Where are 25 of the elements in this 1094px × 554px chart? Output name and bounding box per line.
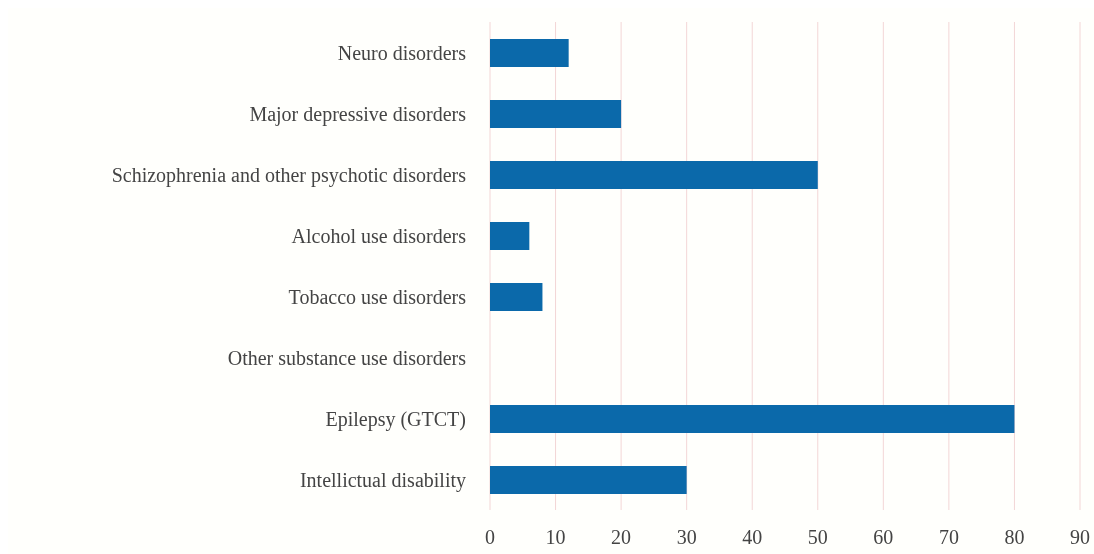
y-tick-label: Schizophrenia and other psychotic disorders: [111, 163, 467, 187]
y-tick-label: Major depressive disorders: [249, 102, 467, 126]
x-tick-label: 50: [807, 526, 828, 549]
x-tick-label: 40: [742, 526, 763, 549]
bar: [490, 283, 543, 311]
x-tick-label: 60: [873, 526, 894, 549]
y-tick-label: Neuro disorders: [337, 41, 467, 64]
x-tick-label: 80: [1004, 526, 1025, 549]
x-tick-label: 0: [485, 526, 495, 549]
y-tick-label: Intellictual disability: [299, 468, 466, 492]
x-tick-label: 30: [676, 526, 697, 549]
y-tick-label: Epilepsy (GTCT): [325, 407, 466, 431]
x-tick-label: 10: [545, 526, 566, 549]
bar: [490, 466, 687, 494]
bar: [490, 222, 530, 250]
x-tick-label: 70: [938, 526, 959, 549]
x-tick-label: 20: [611, 526, 632, 549]
bar: [490, 39, 569, 67]
x-tick-label: 90: [1070, 526, 1090, 549]
y-tick-label: Alcohol use disorders: [291, 224, 467, 247]
y-tick-label: Tobacco use disorders: [288, 285, 467, 308]
bar: [490, 100, 622, 128]
bar: [490, 161, 818, 189]
y-tick-label: Other substance use disorders: [227, 346, 467, 369]
bar: [490, 405, 1015, 433]
